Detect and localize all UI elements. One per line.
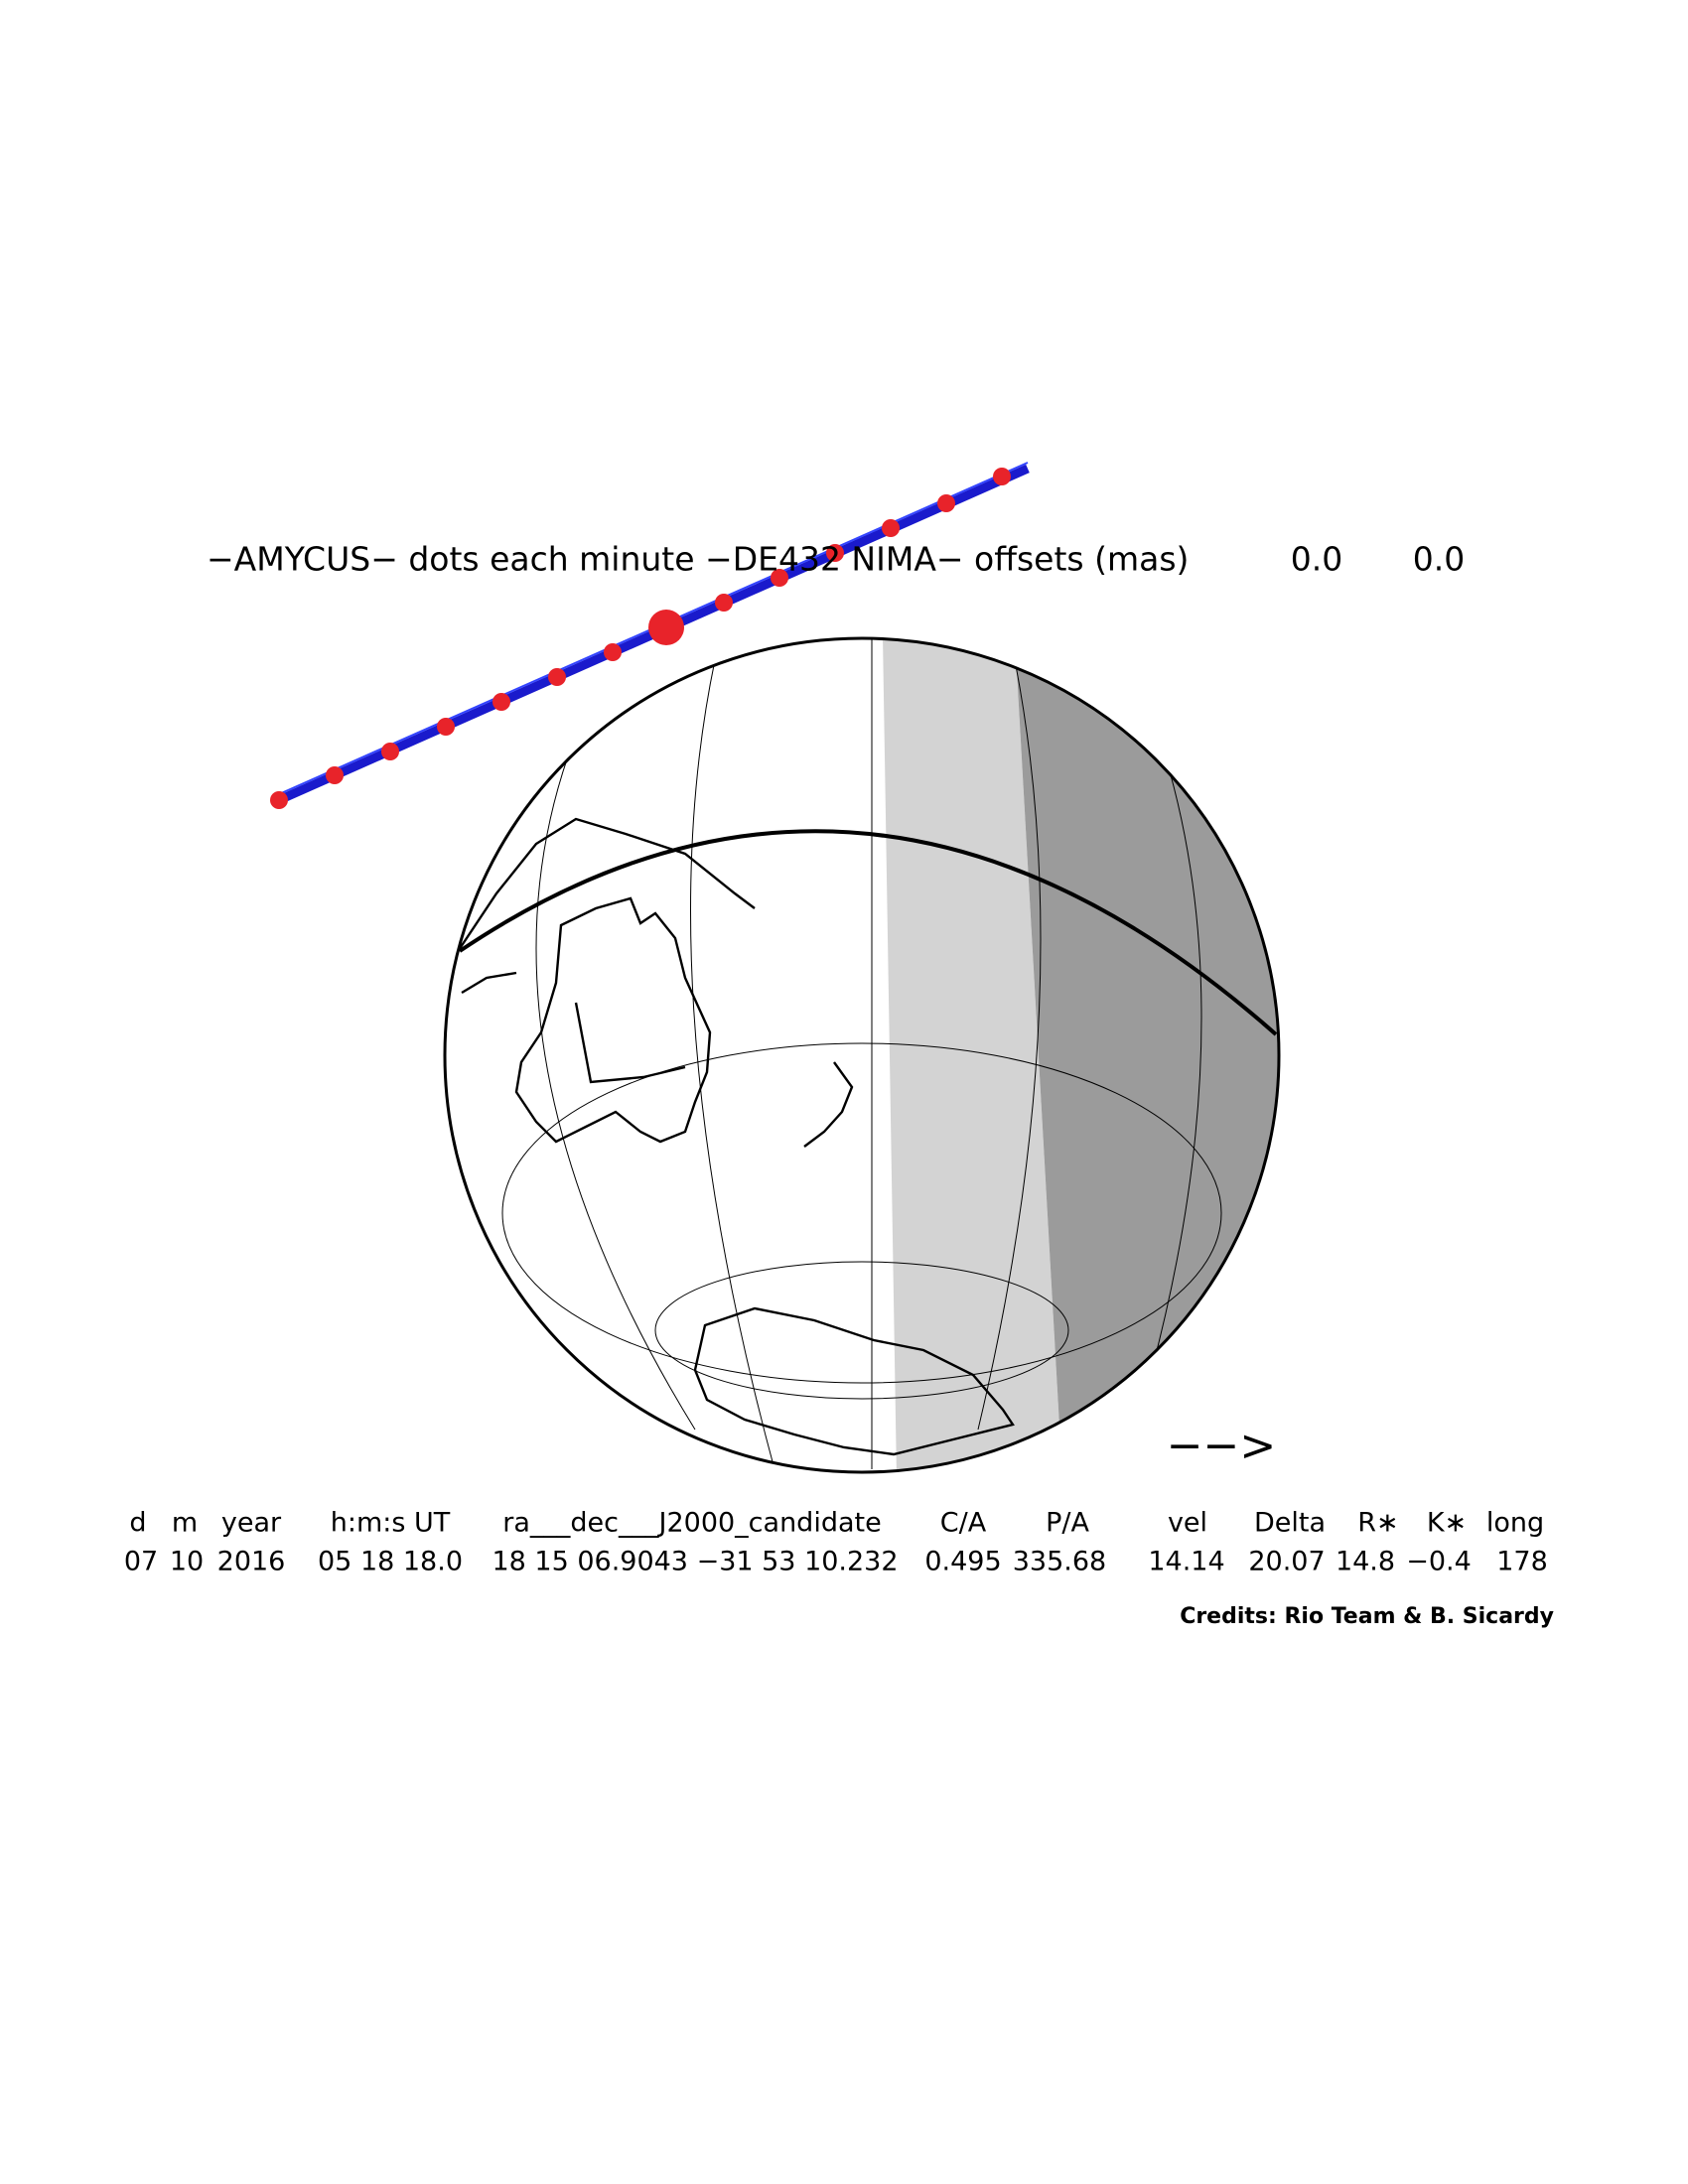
column-header: C/A xyxy=(940,1508,987,1539)
column-header: vel xyxy=(1168,1508,1207,1539)
cell: 14.8 xyxy=(1336,1547,1395,1577)
globe xyxy=(443,636,1281,1474)
cell: 0.495 xyxy=(924,1547,1001,1577)
offset: 0.0 xyxy=(1413,540,1465,579)
event-table: d m year h:m:s UT ra___dec___J2000_candidate… xyxy=(124,1508,1548,1577)
column-header: d xyxy=(129,1508,146,1539)
cell: 10 xyxy=(170,1547,204,1577)
column-header: long xyxy=(1486,1508,1544,1539)
cell: 07 xyxy=(124,1547,158,1577)
cell: 2016 xyxy=(217,1547,286,1577)
cell: −0.4 xyxy=(1406,1547,1472,1577)
column-header: m xyxy=(172,1508,198,1539)
cell: 05 18 18.0 xyxy=(318,1547,463,1577)
equator xyxy=(458,829,1278,1036)
column-header: Delta xyxy=(1254,1508,1326,1539)
column-header: K∗ xyxy=(1427,1508,1467,1539)
graticule xyxy=(501,638,1222,1470)
column-header: h:m:s UT xyxy=(331,1508,451,1539)
credits: Credits: Rio Team & B. Sicardy xyxy=(1180,1604,1554,1629)
title: −AMYCUS− dots each minute −DE432 NIMA− o… xyxy=(207,540,1189,579)
twilight-zone xyxy=(883,638,1062,1472)
column-header: year xyxy=(221,1508,282,1539)
column-header: ra___dec___J2000_candidate xyxy=(502,1508,881,1539)
offset: 0.0 xyxy=(1291,540,1342,579)
cell: 178 xyxy=(1496,1547,1548,1577)
cell: 335.68 xyxy=(1013,1547,1106,1577)
cell: 20.07 xyxy=(1248,1547,1325,1577)
cell: 18 15 06.9043 −31 53 10.232 xyxy=(492,1547,898,1577)
column-header: R∗ xyxy=(1357,1508,1398,1539)
shadow-path xyxy=(270,462,1030,809)
direction-arrow: −−> xyxy=(1167,1421,1277,1471)
column-header: P/A xyxy=(1046,1508,1089,1539)
cell: 14.14 xyxy=(1148,1547,1224,1577)
